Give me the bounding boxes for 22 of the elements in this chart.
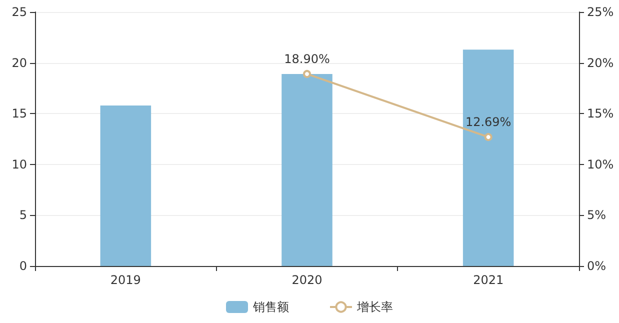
y-tick-label: 15: [12, 106, 27, 121]
x-tick-label: 2019: [110, 273, 141, 287]
y-tick-label: 10: [12, 157, 27, 172]
legend-label: 增长率: [356, 300, 393, 314]
bar: [462, 50, 514, 266]
y-tick-label: 0: [19, 259, 27, 273]
legend-label: 销售额: [252, 300, 289, 314]
x-tick-label: 2020: [292, 273, 322, 287]
y2-tick-label: 10%: [587, 157, 614, 172]
y2-tick-label: 20%: [587, 56, 614, 70]
y2-tick-label: 5%: [587, 208, 606, 222]
y-tick-label: 25: [12, 5, 27, 19]
x-tick-label: 2021: [473, 273, 504, 287]
y2-tick-label: 25%: [587, 5, 614, 19]
y-tick-label: 5: [19, 208, 27, 222]
data-label: 12.69%: [465, 115, 512, 130]
y2-tick-label: 15%: [587, 106, 614, 121]
data-label: 18.90%: [284, 52, 330, 66]
bar: [282, 74, 332, 266]
y2-tick-label: 0%: [587, 259, 606, 273]
y-tick-label: 20: [12, 56, 27, 70]
bar: [100, 105, 152, 266]
